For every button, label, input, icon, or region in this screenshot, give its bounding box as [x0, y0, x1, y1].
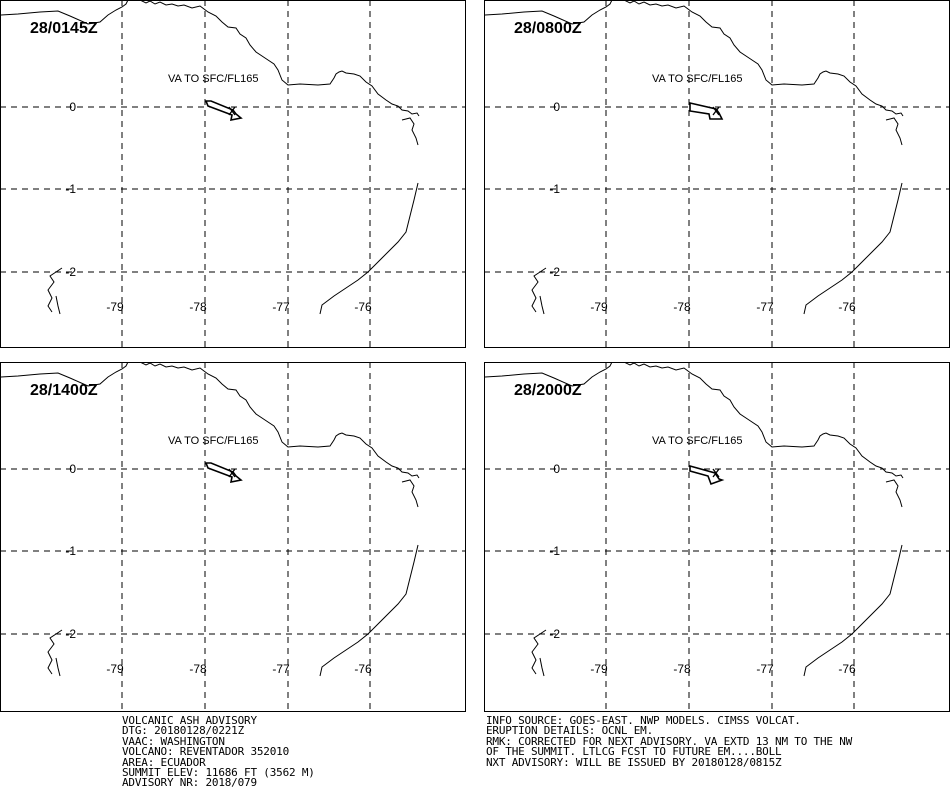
ash-height-label: VA TO SFC/FL165 — [168, 73, 259, 85]
advisory-header-line: DTG: 20180128/0221Z — [122, 724, 245, 738]
forecast-time-label: 28/2000Z — [514, 382, 582, 399]
advisory-details-line: INFO SOURCE: GOES-EAST. NWP MODELS. CIMS… — [486, 714, 801, 727]
volcano-marker-icon — [712, 106, 720, 116]
forecast-time-label: 28/0800Z — [514, 20, 582, 37]
ash-height-label: VA TO SFC/FL165 — [168, 435, 259, 447]
longitude-label: -79 — [106, 300, 124, 314]
coastline-west — [531, 629, 547, 677]
advisory-header-text: VOLCANIC ASH ADVISORY DTG: 20180128/0221Z… — [122, 714, 315, 790]
latitude-label: 0 — [553, 100, 560, 114]
coastline-south — [319, 544, 419, 677]
advisory-header-line: ADVISORY NR: 2018/079 — [122, 776, 257, 790]
coastline-north — [1, 1, 420, 146]
advisory-details-text: INFO SOURCE: GOES-EAST. NWP MODELS. CIMS… — [486, 714, 853, 769]
longitude-label: -78 — [673, 662, 691, 676]
longitude-label: -76 — [838, 662, 856, 676]
coastline-north — [485, 1, 904, 146]
volcano-marker-icon — [712, 468, 720, 478]
advisory-details-line: NXT ADVISORY: WILL BE ISSUED BY 20180128… — [486, 755, 782, 769]
longitude-label: -77 — [272, 300, 290, 314]
advisory-header-line: VOLCANIC ASH ADVISORY — [122, 714, 257, 727]
ash-height-label: VA TO SFC/FL165 — [652, 73, 743, 85]
advisory-header-line: SUMMIT ELEV: 11686 FT (3562 M) — [122, 765, 315, 779]
longitude-label: -76 — [354, 662, 372, 676]
panel-frame — [484, 362, 950, 712]
map-panel-4: 0 -1 -2 -79 -78 -77 -76 VA TO SFC/FL165 28/2000Z — [484, 362, 950, 712]
latitude-label: -2 — [549, 265, 560, 279]
volcano-marker-icon — [228, 106, 236, 116]
advisory-header-line: VOLCANO: REVENTADOR 352010 — [122, 745, 289, 759]
advisory-details-line: RMK: CORRECTED FOR NEXT ADVISORY. VA EXT… — [486, 734, 853, 748]
coastline-south — [803, 544, 903, 677]
latitude-label: 0 — [69, 100, 76, 114]
coastline-west — [47, 267, 63, 315]
forecast-time-label: 28/1400Z — [30, 382, 98, 399]
advisory-details-line: OF THE SUMMIT. LTLCG FCST TO FUTURE EM..… — [486, 745, 782, 759]
latitude-label: -1 — [65, 182, 76, 196]
map-panel-1: 0 -1 -2 -79 -78 -77 -76 VA TO SFC/FL165 28/0145Z — [0, 0, 466, 348]
latitude-label: -1 — [549, 544, 560, 558]
map-panel-3: 0 -1 -2 -79 -78 -77 -76 VA TO SFC/FL165 28/1400Z — [0, 362, 466, 712]
map-panel-2: 0 -1 -2 -79 -78 -77 -76 VA TO SFC/FL165 28/0800Z — [484, 0, 950, 348]
volcano-marker-icon — [228, 468, 236, 478]
coastline-south — [319, 182, 419, 315]
latitude-label: -2 — [65, 627, 76, 641]
coastline-south — [803, 182, 903, 315]
longitude-label: -79 — [590, 662, 608, 676]
latitude-label: -1 — [549, 182, 560, 196]
ash-cloud-polygon — [204, 100, 243, 122]
panel-frame — [0, 362, 466, 712]
latitude-label: -2 — [65, 265, 76, 279]
panel-frame — [0, 0, 466, 348]
longitude-label: -79 — [106, 662, 124, 676]
longitude-label: -76 — [838, 300, 856, 314]
advisory-details-line: ERUPTION DETAILS: OCNL EM. — [486, 724, 653, 738]
latitude-label: 0 — [553, 462, 560, 476]
longitude-label: -79 — [590, 300, 608, 314]
ash-height-label: VA TO SFC/FL165 — [652, 435, 743, 447]
longitude-label: -78 — [189, 662, 207, 676]
latitude-label: 0 — [69, 462, 76, 476]
coastline-west — [47, 629, 63, 677]
forecast-time-label: 28/0145Z — [30, 20, 98, 37]
panel-frame — [484, 0, 950, 348]
longitude-label: -77 — [756, 662, 774, 676]
longitude-label: -76 — [354, 300, 372, 314]
longitude-label: -78 — [673, 300, 691, 314]
longitude-label: -77 — [756, 300, 774, 314]
coastline-west — [531, 267, 547, 315]
latitude-label: -1 — [65, 544, 76, 558]
coastline-north — [485, 363, 904, 508]
ash-cloud-polygon — [204, 462, 243, 484]
longitude-label: -77 — [272, 662, 290, 676]
advisory-header-line: AREA: ECUADOR — [122, 755, 206, 769]
longitude-label: -78 — [189, 300, 207, 314]
advisory-header-line: VAAC: WASHINGTON — [122, 734, 225, 748]
latitude-label: -2 — [549, 627, 560, 641]
coastline-north — [1, 363, 420, 508]
